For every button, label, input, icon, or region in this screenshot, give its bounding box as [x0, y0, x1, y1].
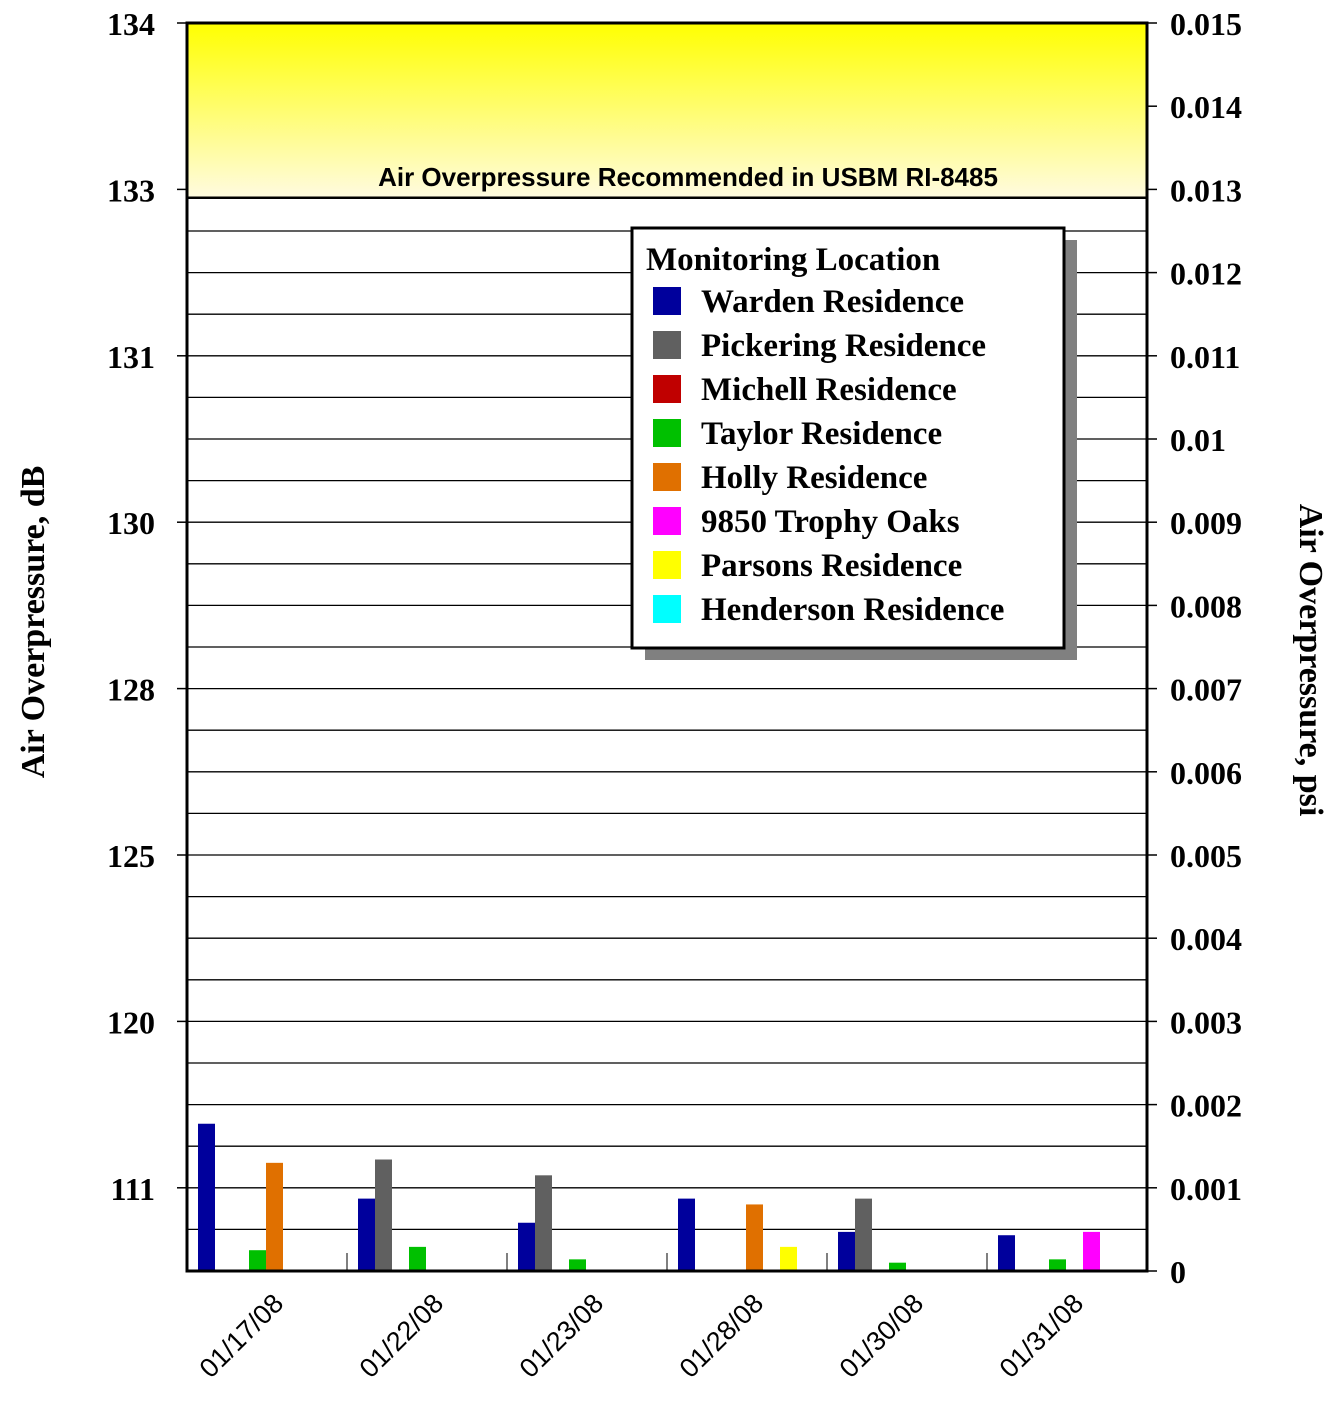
left-axis-title: Air Overpressure, dB	[15, 466, 52, 779]
legend-swatch	[653, 507, 681, 535]
right-tick-label: 0.009	[1170, 505, 1242, 541]
left-tick-label: 133	[107, 172, 155, 208]
bar	[838, 1231, 855, 1271]
legend-swatch	[653, 375, 681, 403]
bar	[375, 1159, 392, 1271]
x-tick-label: 01/31/08	[994, 1288, 1090, 1384]
legend-swatch	[653, 331, 681, 359]
legend-title: Monitoring Location	[646, 242, 940, 278]
right-axis-ticks: 0.015 0.014 0.013 0.012 0.011 0.01 0.009 0.008 0…	[1147, 6, 1242, 1290]
bar	[266, 1162, 283, 1271]
bar	[1083, 1231, 1100, 1271]
bar	[535, 1175, 552, 1271]
left-tick-label: 134	[107, 6, 155, 42]
bar	[518, 1222, 535, 1271]
legend-label: Taylor Residence	[701, 416, 942, 452]
legend-label: Henderson Residence	[701, 592, 1004, 628]
right-axis-title: Air Overpressure, psi	[1292, 504, 1329, 817]
legend-box	[630, 226, 1066, 650]
legend-label: Michell Residence	[701, 372, 957, 408]
x-tick-labels: 01/17/08 01/22/08 01/23/08 01/28/08 01/30/08…	[194, 1288, 1090, 1384]
left-tick-label: 130	[107, 505, 155, 541]
legend-swatch	[653, 595, 681, 623]
bar	[780, 1246, 797, 1271]
bar	[678, 1198, 695, 1271]
legend-swatch	[653, 551, 681, 579]
left-tick-label: 125	[107, 838, 155, 874]
right-tick-label: 0.015	[1170, 6, 1242, 42]
right-tick-label: 0.014	[1170, 89, 1242, 125]
bar	[746, 1204, 763, 1271]
bar	[855, 1198, 872, 1271]
right-tick-label: 0.006	[1170, 755, 1242, 791]
x-tick-label: 01/30/08	[834, 1288, 930, 1384]
right-tick-label: 0.005	[1170, 838, 1242, 874]
bar	[358, 1198, 375, 1271]
right-tick-label: 0.002	[1170, 1088, 1242, 1124]
x-tick-label: 01/28/08	[674, 1288, 770, 1384]
legend-label: Holly Residence	[701, 460, 927, 496]
right-tick-label: 0.011	[1170, 339, 1240, 375]
right-tick-label: 0.013	[1170, 172, 1242, 208]
right-tick-label: 0	[1170, 1254, 1186, 1290]
legend: Monitoring Location Warden Residence Pick…	[630, 226, 1077, 660]
bar	[998, 1235, 1015, 1271]
bar	[249, 1250, 266, 1271]
bar	[1049, 1259, 1066, 1271]
bar	[198, 1123, 215, 1271]
legend-label: Pickering Residence	[701, 328, 986, 364]
right-tick-label: 0.008	[1170, 588, 1242, 624]
bars	[198, 1123, 1100, 1271]
legend-swatch	[653, 463, 681, 491]
left-tick-label: 111	[111, 1171, 155, 1207]
left-tick-label: 131	[107, 339, 155, 375]
legend-label: 9850 Trophy Oaks	[701, 504, 960, 540]
x-ticks	[346, 1253, 988, 1271]
threshold-label: Air Overpressure Recommended in USBM RI-…	[378, 162, 998, 192]
bar	[409, 1246, 426, 1271]
bar	[889, 1262, 906, 1271]
bar	[569, 1259, 586, 1271]
x-tick-label: 01/22/08	[354, 1288, 450, 1384]
left-tick-label: 120	[107, 1004, 155, 1040]
right-tick-label: 0.012	[1170, 256, 1242, 292]
right-tick-label: 0.001	[1170, 1171, 1242, 1207]
right-tick-label: 0.003	[1170, 1004, 1242, 1040]
right-tick-label: 0.01	[1170, 422, 1226, 458]
x-tick-label: 01/23/08	[514, 1288, 610, 1384]
x-tick-label: 01/17/08	[194, 1288, 290, 1384]
right-tick-label: 0.007	[1170, 672, 1242, 708]
legend-swatch	[653, 419, 681, 447]
right-tick-label: 0.004	[1170, 921, 1242, 957]
legend-swatch	[653, 287, 681, 315]
legend-label: Parsons Residence	[701, 548, 962, 584]
left-axis-ticks: 134 133 131 130 128 125 120 111	[107, 6, 187, 1207]
left-tick-label: 128	[107, 672, 155, 708]
legend-label: Warden Residence	[701, 284, 964, 320]
threshold-zone	[187, 23, 1147, 198]
